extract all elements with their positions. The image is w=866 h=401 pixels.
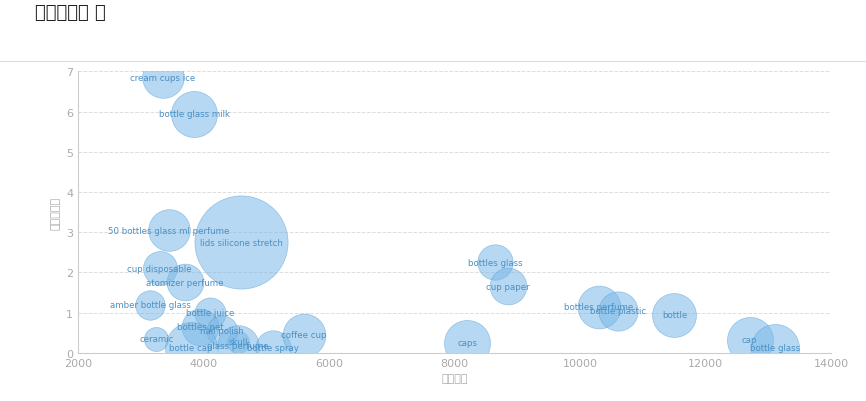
Text: lids silicone stretch: lids silicone stretch: [200, 238, 282, 247]
Text: cap: cap: [742, 336, 758, 344]
Text: cream cups ice: cream cups ice: [130, 74, 196, 83]
Text: 搜索关键词 ⓘ: 搜索关键词 ⓘ: [35, 4, 106, 22]
Text: amber bottle glass: amber bottle glass: [110, 300, 191, 309]
Text: nail polish: nail polish: [200, 326, 244, 335]
Point: [592, 304, 606, 310]
Text: caps: caps: [457, 338, 477, 347]
Point: [668, 312, 682, 318]
Text: ceramic: ceramic: [139, 334, 173, 343]
Point: [231, 338, 245, 345]
Text: 50 bottles glass ml perfume: 50 bottles glass ml perfume: [108, 226, 229, 235]
Point: [150, 336, 164, 342]
Text: bottle spray: bottle spray: [247, 344, 299, 352]
Point: [184, 345, 198, 351]
Text: bottle glass: bottle glass: [750, 344, 800, 352]
Point: [162, 227, 176, 234]
Text: cup paper: cup paper: [486, 282, 530, 291]
Text: bottles perfume: bottles perfume: [565, 302, 634, 311]
Point: [768, 345, 782, 351]
Point: [266, 345, 280, 351]
Point: [187, 111, 201, 117]
Point: [143, 302, 157, 308]
Text: bottle juice: bottle juice: [185, 308, 234, 317]
X-axis label: 搜索热度: 搜索热度: [442, 373, 468, 383]
Point: [203, 310, 216, 316]
Point: [152, 265, 166, 272]
Point: [156, 75, 170, 81]
Text: bottle plastic: bottle plastic: [590, 306, 646, 315]
Point: [216, 328, 229, 334]
Y-axis label: 同比增长率: 同比增长率: [50, 196, 61, 229]
Text: glass perfume: glass perfume: [207, 341, 268, 350]
Point: [611, 308, 625, 314]
Point: [743, 337, 757, 343]
Point: [297, 332, 311, 338]
Point: [231, 342, 245, 349]
Text: coffee cup: coffee cup: [281, 330, 326, 339]
Text: bottles glass: bottles glass: [469, 258, 523, 267]
Text: skull: skull: [229, 337, 248, 346]
Point: [178, 279, 191, 286]
Text: atomizer perfume: atomizer perfume: [146, 278, 223, 287]
Text: bottle cap: bottle cap: [169, 344, 213, 352]
Point: [488, 259, 502, 266]
Text: bottle glass milk: bottle glass milk: [158, 110, 229, 119]
Point: [193, 324, 207, 330]
Text: bottles pet: bottles pet: [177, 322, 223, 331]
Point: [234, 239, 249, 246]
Point: [461, 340, 475, 346]
Text: bottle: bottle: [662, 310, 687, 319]
Point: [501, 284, 515, 290]
Text: cup disposable: cup disposable: [127, 264, 192, 273]
